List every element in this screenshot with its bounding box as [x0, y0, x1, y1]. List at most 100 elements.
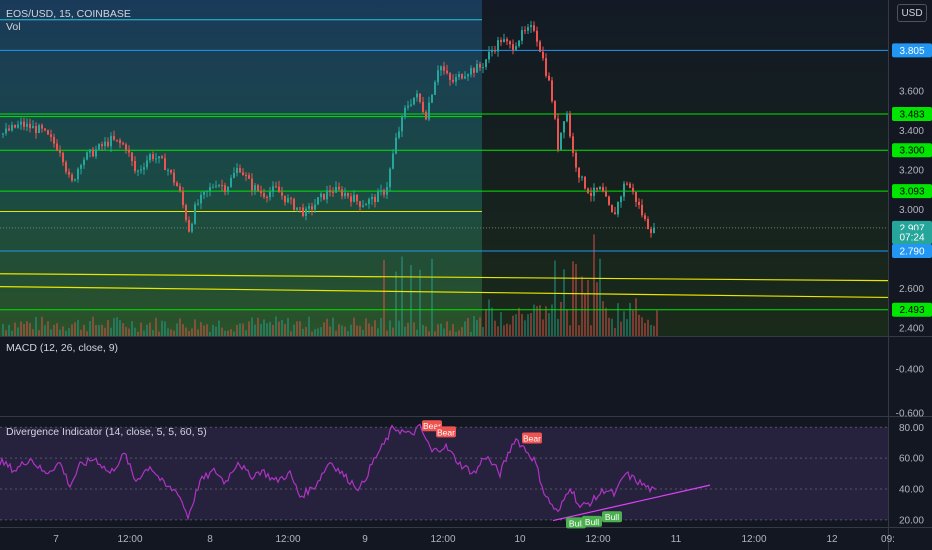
volume-bar — [80, 329, 82, 336]
volume-bar — [554, 260, 556, 336]
candle — [509, 41, 511, 45]
candle — [638, 201, 640, 205]
candle — [308, 206, 310, 209]
price-tick-label: 3.400 — [899, 126, 924, 137]
volume-bar — [650, 324, 652, 336]
candle — [563, 121, 565, 133]
candle — [140, 169, 142, 171]
rsi-trendline[interactable] — [552, 484, 711, 522]
volume-bar — [620, 321, 622, 336]
volume-bar — [155, 317, 157, 336]
candle — [482, 67, 484, 69]
candle — [569, 113, 571, 137]
candle — [113, 136, 115, 140]
volume-bar — [545, 306, 547, 336]
price-label-box — [892, 107, 932, 122]
candle — [317, 197, 319, 205]
currency-button[interactable]: USD — [897, 4, 927, 22]
volume-bar — [53, 324, 55, 336]
candle — [395, 137, 397, 154]
candle — [236, 168, 238, 173]
price-label-box — [892, 302, 932, 317]
volume-bar — [569, 325, 571, 336]
price-axis-label: 2.790 — [892, 244, 932, 259]
volume-bar — [524, 320, 526, 336]
volume-bar — [140, 322, 142, 336]
candle — [410, 104, 412, 106]
volume-bar — [617, 303, 619, 336]
candle — [101, 144, 103, 147]
volume-bar — [542, 319, 544, 336]
bull-signal[interactable]: Bull — [566, 517, 586, 529]
price-label-text: 07:24 — [899, 233, 924, 244]
volume-bar — [218, 320, 220, 336]
volume-bar — [233, 331, 235, 336]
volume-bar — [56, 323, 58, 336]
bear-signal[interactable]: Bear — [522, 432, 542, 444]
candle — [299, 207, 301, 209]
candle — [599, 187, 601, 190]
volume-bar — [338, 324, 340, 336]
trendline[interactable] — [0, 285, 889, 299]
candle — [227, 186, 229, 193]
candle — [323, 193, 325, 200]
candle — [245, 175, 247, 177]
candle — [437, 70, 439, 83]
volume-bar — [290, 331, 292, 336]
volume-bar — [11, 330, 13, 336]
candle — [275, 186, 277, 188]
candle — [95, 149, 97, 157]
volume-bar — [68, 328, 70, 336]
candle — [158, 156, 160, 159]
candle — [647, 219, 649, 230]
time-tick-label: 7 — [53, 534, 59, 545]
candle — [476, 63, 478, 73]
candle — [371, 196, 373, 200]
volume-bar — [455, 331, 457, 336]
price-tick-label: 3.200 — [899, 165, 924, 176]
price-label-text: 3.300 — [899, 146, 924, 157]
candle — [596, 187, 598, 190]
volume-bar — [113, 318, 115, 336]
volume-bar — [530, 313, 532, 336]
candle — [170, 169, 172, 173]
volume-bar — [152, 329, 154, 336]
candle — [446, 70, 448, 74]
volume-bar — [236, 324, 238, 336]
price-axis-label: 3.805 — [892, 43, 932, 58]
volume-bar — [596, 282, 598, 336]
volume-bar — [509, 324, 511, 336]
price-label-text: 3.483 — [899, 110, 924, 121]
volume-bar — [38, 330, 40, 336]
candle — [185, 205, 187, 221]
volume-bar — [248, 321, 250, 336]
candle — [131, 152, 133, 161]
volume-bar — [635, 298, 637, 336]
volume-bar — [431, 258, 433, 336]
bull-signal[interactable]: Bull — [582, 515, 602, 527]
candle — [26, 123, 28, 127]
candle — [584, 176, 586, 189]
trendline[interactable] — [0, 273, 889, 282]
candle — [611, 204, 613, 213]
volume-label: Vol — [6, 21, 21, 33]
candle — [68, 171, 70, 175]
volume-bar — [548, 313, 550, 336]
candle — [653, 227, 655, 233]
candle — [65, 162, 67, 172]
candle — [20, 121, 22, 125]
volume-bar — [239, 323, 241, 336]
price-axis-label: 3.093 — [892, 184, 932, 199]
time-tick-label: 8 — [207, 534, 213, 545]
volume-bar — [608, 317, 610, 336]
candle — [500, 40, 502, 43]
bull-signal[interactable]: Bull — [602, 511, 622, 523]
candle — [38, 125, 40, 133]
volume-bar — [197, 329, 199, 336]
bear-signal[interactable]: Bear — [436, 426, 456, 438]
volume-bar — [557, 318, 559, 336]
volume-bar — [587, 280, 589, 336]
time-tick-label: 9 — [362, 534, 368, 545]
volume-bar — [176, 323, 178, 336]
